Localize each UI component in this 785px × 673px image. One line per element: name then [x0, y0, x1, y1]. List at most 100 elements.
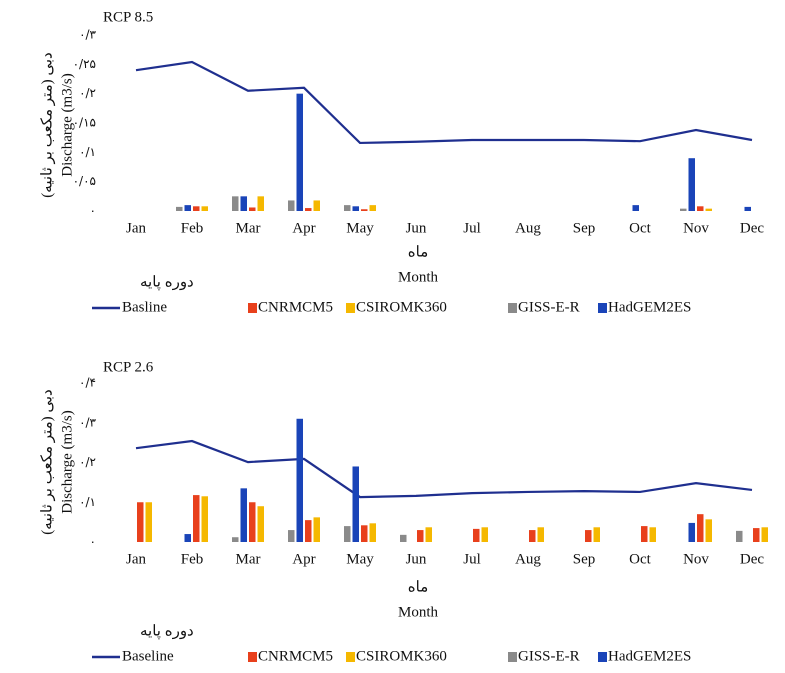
x-tick-label: May	[346, 551, 374, 567]
legend-swatch	[598, 303, 607, 313]
bar	[176, 206, 183, 211]
bar	[249, 502, 256, 542]
y-tick-label: ٠	[90, 204, 96, 218]
bar	[352, 206, 359, 211]
bar	[344, 205, 351, 211]
legend-swatch	[248, 652, 257, 662]
bar	[313, 200, 320, 211]
legend-label: HadGEM2ES	[608, 299, 691, 315]
y-tick-label: ٠/٣	[79, 415, 96, 429]
bar	[232, 537, 239, 542]
bar	[400, 534, 407, 542]
bar	[288, 200, 295, 211]
y-tick-label: ٠/٢	[79, 86, 96, 100]
legend-title: دوره پایه	[140, 274, 194, 290]
x-tick-label: Mar	[236, 551, 261, 567]
legend-title: دوره پایه	[140, 623, 194, 639]
legend-swatch	[346, 652, 355, 662]
baseline-line	[135, 60, 753, 145]
x-tick-label: Feb	[181, 220, 204, 236]
bar	[201, 496, 208, 542]
y-axis-label: دبی (متر مکعب بر ثانیه)	[39, 389, 55, 534]
legend-label: Baseline	[122, 648, 174, 664]
bar	[313, 517, 320, 542]
y-tick-label: ٠/١	[79, 145, 96, 159]
bar	[481, 527, 488, 542]
bar	[369, 205, 376, 211]
x-tick-label: Jun	[406, 220, 427, 236]
legend-swatch	[508, 652, 517, 662]
x-tick-label: Jul	[463, 220, 481, 236]
x-tick-label: Oct	[629, 551, 651, 567]
bar	[257, 506, 264, 542]
y-tick-label: ٠/٣	[79, 28, 96, 42]
bar	[369, 523, 376, 542]
bar	[753, 528, 760, 542]
legend-label: Basline	[122, 299, 167, 315]
bar	[193, 206, 200, 211]
bar	[688, 522, 695, 542]
bar	[305, 520, 312, 542]
legend-label: CNRMCM5	[258, 299, 333, 315]
bar	[529, 530, 536, 542]
bar	[425, 527, 432, 542]
x-tick-label: Jul	[463, 551, 481, 567]
x-axis-label: Month	[398, 269, 439, 285]
x-axis-label: ماه	[408, 244, 428, 260]
bar	[352, 466, 359, 542]
bar	[184, 205, 191, 211]
y-tick-label: ٠/۴	[79, 376, 96, 390]
legend-swatch	[346, 303, 355, 313]
x-tick-label: Jan	[126, 220, 146, 236]
y-tick-label: ٠/١	[79, 495, 96, 509]
bar	[417, 530, 424, 542]
bar	[184, 534, 191, 542]
x-tick-label: May	[346, 220, 374, 236]
bar	[705, 208, 712, 211]
bar	[296, 93, 303, 211]
x-tick-label: Mar	[236, 220, 261, 236]
bar	[240, 488, 247, 542]
bar	[537, 527, 544, 542]
chart-title: RCP 2.6	[103, 359, 154, 375]
bar	[361, 525, 368, 542]
bar	[697, 206, 704, 211]
x-tick-label: Sep	[573, 551, 596, 567]
x-axis-label: Month	[398, 604, 439, 620]
x-tick-label: Dec	[740, 551, 764, 567]
legend-label: CSIROMK360	[356, 648, 447, 664]
bar	[193, 495, 200, 542]
bar	[680, 208, 687, 211]
legend-label: CNRMCM5	[258, 648, 333, 664]
x-tick-label: Nov	[683, 551, 709, 567]
x-tick-label: Aug	[515, 551, 541, 567]
x-tick-label: Feb	[181, 551, 204, 567]
y-tick-label: ٠/٢	[79, 455, 96, 469]
legend-label: CSIROMK360	[356, 299, 447, 315]
bar	[137, 502, 144, 542]
bar	[632, 205, 639, 211]
y-tick-label: ٠/١۵	[73, 116, 96, 130]
bar	[649, 527, 656, 542]
bar	[344, 526, 351, 542]
bar	[688, 158, 695, 211]
bar	[761, 527, 768, 542]
bar	[473, 528, 480, 542]
bar	[288, 530, 295, 542]
bar	[705, 519, 712, 542]
bar	[145, 502, 152, 542]
bar	[744, 206, 751, 211]
bar	[296, 418, 303, 542]
legend-swatch	[248, 303, 257, 313]
bar	[641, 526, 648, 542]
bar	[305, 208, 312, 211]
bar	[257, 196, 264, 211]
legend-label: GISS-E-R	[518, 648, 580, 664]
x-axis-label: ماه	[408, 579, 428, 595]
y-tick-label: ٠/٠۵	[73, 174, 96, 188]
x-tick-label: Apr	[292, 551, 315, 567]
x-tick-label: Oct	[629, 220, 651, 236]
x-tick-label: Jan	[126, 551, 146, 567]
y-tick-label: ٠	[90, 535, 96, 549]
